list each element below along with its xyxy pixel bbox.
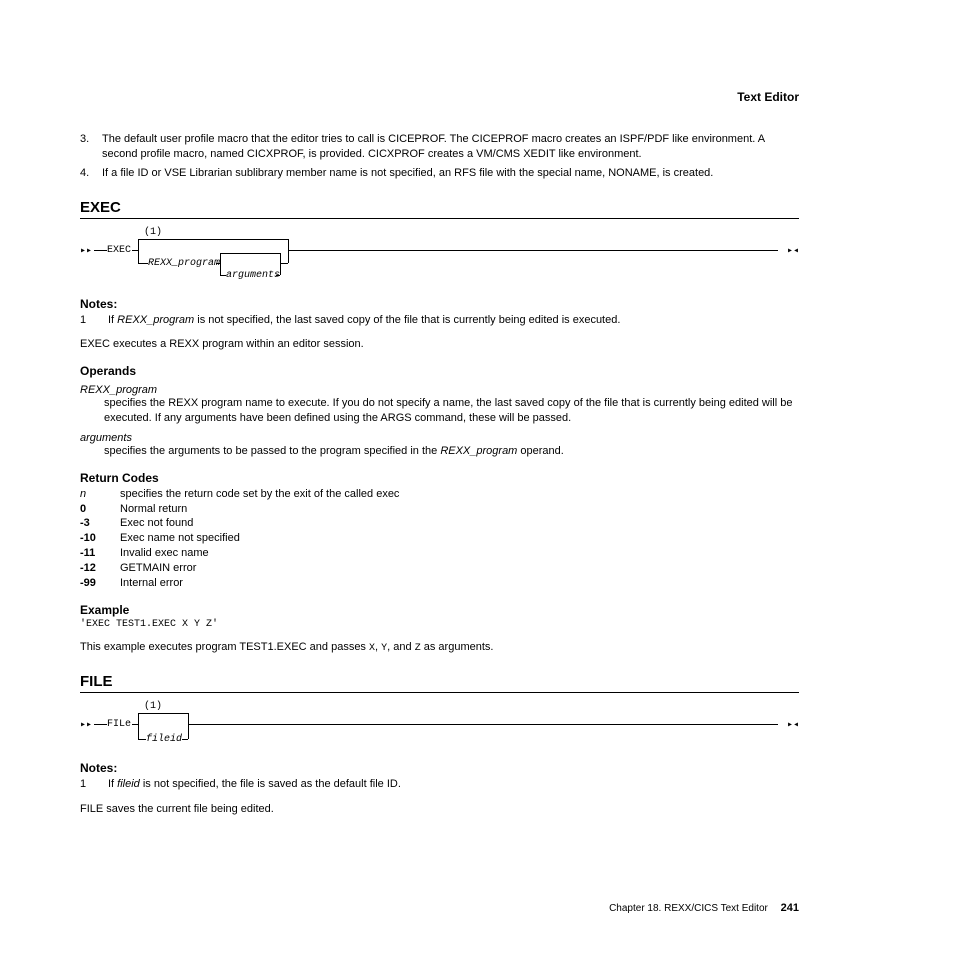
footer-chapter: Chapter 18. REXX/CICS Text Editor (609, 903, 768, 914)
rc-code: -10 (80, 531, 120, 546)
rc-code: -12 (80, 561, 120, 576)
intro-item-3: 3. The default user profile macro that t… (80, 132, 799, 162)
rc-code: n (80, 487, 120, 502)
exec-notes-heading: Notes: (80, 297, 799, 311)
note-number: 1 (80, 777, 108, 792)
syntax-arrow-start-icon: ▸▸ (80, 245, 92, 257)
rc-desc: Invalid exec name (120, 546, 799, 561)
rc-code: -3 (80, 516, 120, 531)
return-code-row: -3Exec not found (80, 516, 799, 531)
exec-syntax-diagram: (1) ▸▸ EXEC REXX_program arguments ▸◂ (80, 227, 799, 283)
rc-desc: specifies the return code set by the exi… (120, 487, 799, 502)
example-code: 'EXEC TEST1.EXEC X Y Z' (80, 619, 799, 630)
exec-description: EXEC executes a REXX program within an e… (80, 337, 799, 352)
syntax-note-ref: (1) (144, 227, 162, 238)
footer-page-number: 241 (781, 902, 799, 914)
exec-heading: EXEC (80, 199, 799, 219)
list-number: 4. (80, 166, 102, 181)
operand-term-2: arguments (80, 432, 799, 444)
rc-desc: Internal error (120, 576, 799, 591)
file-syntax-diagram: (1) ▸▸ FILe fileid ▸◂ (80, 701, 799, 747)
operand-desc-1: specifies the REXX program name to execu… (104, 396, 799, 426)
exec-note-1: 1 If REXX_program is not specified, the … (80, 313, 799, 328)
rc-code: 0 (80, 502, 120, 517)
note-number: 1 (80, 313, 108, 328)
page-footer: Chapter 18. REXX/CICS Text Editor 241 (609, 902, 799, 914)
rc-code: -11 (80, 546, 120, 561)
syntax-arrow-end-icon: ▸◂ (787, 719, 799, 731)
file-notes-heading: Notes: (80, 761, 799, 775)
operands-heading: Operands (80, 364, 799, 378)
example-heading: Example (80, 603, 799, 617)
return-code-row: -12GETMAIN error (80, 561, 799, 576)
rc-code: -99 (80, 576, 120, 591)
operand-term-1: REXX_program (80, 384, 799, 396)
syntax-optional-1: fileid (146, 734, 182, 745)
list-number: 3. (80, 132, 102, 162)
rc-desc: GETMAIN error (120, 561, 799, 576)
operand-desc-2: specifies the arguments to be passed to … (104, 444, 799, 459)
page-header-title: Text Editor (80, 90, 799, 104)
file-note-1: 1 If fileid is not specified, the file i… (80, 777, 799, 792)
example-description: This example executes program TEST1.EXEC… (80, 640, 799, 656)
syntax-arrow-end-icon: ▸◂ (787, 245, 799, 257)
syntax-arrow-start-icon: ▸▸ (80, 719, 92, 731)
return-codes-heading: Return Codes (80, 471, 799, 485)
rc-desc: Normal return (120, 502, 799, 517)
syntax-keyword: EXEC (107, 245, 131, 256)
note-text: If REXX_program is not specified, the la… (108, 313, 799, 328)
return-code-row: -11Invalid exec name (80, 546, 799, 561)
file-heading: FILE (80, 673, 799, 693)
return-code-row: -99Internal error (80, 576, 799, 591)
return-code-row: nspecifies the return code set by the ex… (80, 487, 799, 502)
return-code-row: -10Exec name not specified (80, 531, 799, 546)
list-text: The default user profile macro that the … (102, 132, 799, 162)
list-text: If a file ID or VSE Librarian sublibrary… (102, 166, 799, 181)
syntax-optional-1: REXX_program (148, 258, 220, 269)
return-code-row: 0Normal return (80, 502, 799, 517)
note-text: If fileid is not specified, the file is … (108, 777, 799, 792)
page-content: Text Editor 3. The default user profile … (0, 0, 954, 857)
intro-item-4: 4. If a file ID or VSE Librarian sublibr… (80, 166, 799, 181)
rc-desc: Exec name not specified (120, 531, 799, 546)
rc-desc: Exec not found (120, 516, 799, 531)
file-description: FILE saves the current file being edited… (80, 802, 799, 817)
syntax-note-ref: (1) (144, 701, 162, 712)
syntax-keyword: FILe (107, 719, 131, 730)
syntax-optional-2: arguments (226, 270, 280, 281)
